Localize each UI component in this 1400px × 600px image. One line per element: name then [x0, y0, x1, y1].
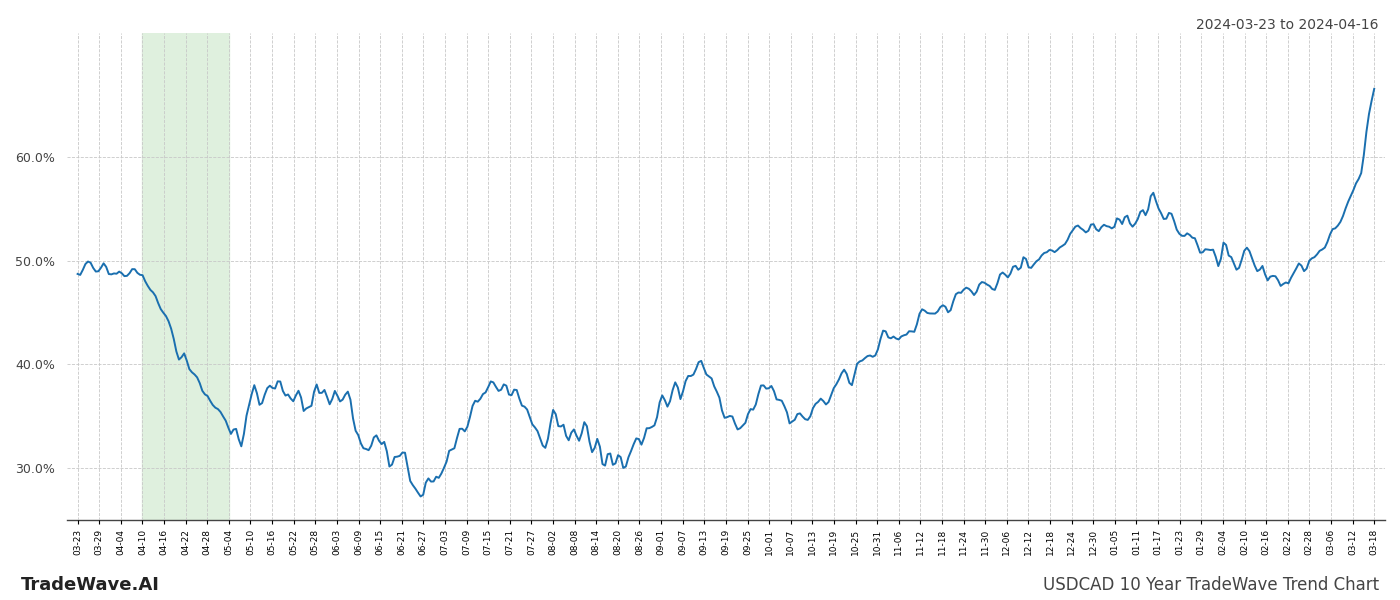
Text: 2024-03-23 to 2024-04-16: 2024-03-23 to 2024-04-16 [1197, 18, 1379, 32]
Text: USDCAD 10 Year TradeWave Trend Chart: USDCAD 10 Year TradeWave Trend Chart [1043, 576, 1379, 594]
Bar [143, 33, 228, 520]
Text: TradeWave.AI: TradeWave.AI [21, 576, 160, 594]
